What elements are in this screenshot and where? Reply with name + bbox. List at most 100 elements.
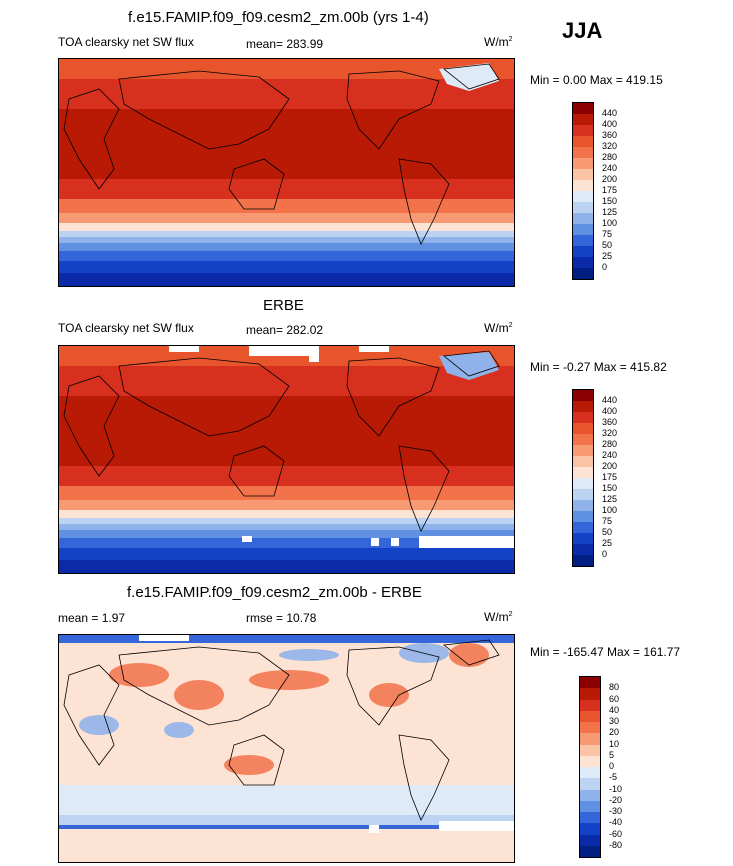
panel2-colorbar-tick-label: 320: [602, 428, 618, 438]
panel3-colorbar-swatch: [580, 778, 600, 790]
panel2-colorbar-swatch: [573, 511, 593, 522]
panel3-rmse: rmse = 10.78: [246, 611, 317, 625]
panel1-colorbar-tick-label: 75: [602, 229, 613, 239]
panel2-colorbar-tick-label: 50: [602, 527, 613, 537]
panel2-colorbar-tick-label: 280: [602, 439, 618, 449]
panel3-colorbar-swatch: [580, 812, 600, 824]
panel2-colorbar-swatch: [573, 522, 593, 533]
panel2-colorbar-tick-label: 175: [602, 472, 618, 482]
panel3-map: [58, 634, 515, 863]
panel3-units: W/m2: [484, 610, 513, 624]
panel3-colorbar-tick-label: -30: [609, 806, 623, 816]
panel1-colorbar-tick-label: 100: [602, 218, 618, 228]
panel1-colorbar-swatch: [573, 268, 593, 279]
panel1-colorbar-swatch: [573, 169, 593, 180]
panel3-colorbar-swatch: [580, 744, 600, 756]
panel3-colorbar-tick-label: 0: [609, 761, 615, 771]
panel3-colorbar-tick-label: 10: [609, 738, 620, 749]
panel3-colorbar-swatch: [580, 733, 600, 745]
panel1-variable-label: TOA clearsky net SW flux: [58, 35, 194, 49]
panel3-colorbar-tick-label: 80: [609, 682, 620, 693]
panel3-colorbar-swatch: [580, 710, 600, 722]
panel2-units: W/m2: [484, 321, 513, 335]
panel2-colorbar-swatch: [573, 412, 593, 423]
panel2-colorbar-swatch: [573, 423, 593, 434]
panel2-colorbar-labels: 440 400 360 320 280 240 200 175 150 125 100 75 50 25 0: [602, 389, 642, 565]
panel1-colorbar-tick-label: 240: [602, 163, 618, 173]
panel3-colorbar-swatch: [580, 677, 600, 689]
panel2-mean: mean= 282.02: [246, 323, 324, 337]
panel1-colorbar-swatch: [573, 103, 593, 114]
panel1-colorbar-swatch: [573, 235, 593, 246]
panel1-colorbar-swatch: [573, 224, 593, 235]
panel2-colorbar-swatch: [573, 467, 593, 478]
panel2-title: ERBE: [263, 297, 304, 314]
panel2-colorbar-swatch: [573, 489, 593, 500]
panel3-colorbar-tick-label: 20: [609, 727, 620, 738]
panel1-colorbar-tick-label: 0: [602, 262, 608, 272]
panel1-colorbar-tick-label: 320: [602, 141, 618, 151]
panel3-colorbar-tick-label: -5: [609, 772, 618, 783]
panel1-colorbar-tick-label: 400: [602, 119, 618, 129]
panel2-colorbar-tick-label: 125: [602, 494, 618, 504]
panel2-colorbar-swatch: [573, 445, 593, 456]
panel3-colorbar-swatch: [580, 767, 600, 779]
panel3-colorbar-tick-label: -20: [609, 794, 623, 805]
panel1-colorbar-swatch: [573, 180, 593, 191]
panel2-colorbar-tick-label: 150: [602, 483, 618, 493]
panel1-colorbar-swatch: [573, 147, 593, 158]
panel1-colorbar-tick-label: 25: [602, 251, 613, 261]
panel2-colorbar-swatch: [573, 456, 593, 467]
panel1-mean: mean= 283.99: [246, 37, 324, 51]
panel1-colorbar-swatch: [573, 246, 593, 257]
panel1-colorbar-tick-label: 150: [602, 196, 618, 206]
panel1-units: W/m2: [484, 35, 513, 49]
panel1-title: f.e15.FAMIP.f09_f09.cesm2_zm.00b (yrs 1-…: [128, 9, 429, 26]
panel1-colorbar-tick-label: 280: [602, 152, 618, 162]
panel3-title: f.e15.FAMIP.f09_f09.cesm2_zm.00b - ERBE: [127, 584, 422, 601]
panel2-minmax: Min = -0.27 Max = 415.82: [530, 360, 667, 374]
panel3-colorbar-swatch: [580, 688, 600, 700]
panel1-colorbar-swatch: [573, 158, 593, 169]
panel1-colorbar-tick-label: 50: [602, 240, 613, 250]
panel1-colorbar-tick-label: 440: [602, 108, 618, 118]
panel2-colorbar-tick-label: 100: [602, 505, 618, 515]
panel1-map: [58, 58, 515, 287]
panel2-map: [58, 345, 515, 574]
panel3-colorbar-tick-label: -80: [609, 839, 623, 850]
panel1-colorbar-swatch: [573, 257, 593, 268]
panel1-colorbar-labels: 440 400 360 320 280 240 200 175 150 125 100 75 50 25 0: [602, 102, 642, 278]
panel2-colorbar-tick-label: 240: [602, 450, 618, 460]
panel3-colorbar-swatch: [580, 845, 600, 857]
panel2-variable-label: TOA clearsky net SW flux: [58, 321, 194, 335]
panel3-colorbar-tick-label: -40: [609, 817, 623, 828]
panel3-minmax: Min = -165.47 Max = 161.77: [530, 645, 681, 659]
panel3-colorbar-swatch: [580, 699, 600, 711]
panel1-colorbar: [572, 102, 594, 280]
panel2-colorbar-tick-label: 360: [602, 417, 618, 427]
panel2-colorbar-tick-label: 25: [602, 538, 613, 548]
panel2-colorbar-swatch: [573, 478, 593, 489]
panel1-colorbar-swatch: [573, 202, 593, 213]
panel3-colorbar-swatch: [580, 722, 600, 734]
season-label: JJA: [562, 18, 603, 43]
panel2-colorbar-tick-label: 400: [602, 406, 618, 416]
panel1-minmax: Min = 0.00 Max = 419.15: [530, 73, 663, 87]
panel1-colorbar-tick-label: 125: [602, 207, 618, 217]
panel1-colorbar-swatch: [573, 125, 593, 136]
panel1-colorbar-swatch: [573, 136, 593, 147]
panel3-colorbar-swatch: [580, 755, 600, 767]
panel1-colorbar-tick-label: 200: [602, 174, 618, 184]
panel3-colorbar-swatch: [580, 834, 600, 846]
panel2-colorbar: [572, 389, 594, 567]
panel3-map-field: [59, 635, 514, 862]
panel3-colorbar-swatch: [580, 823, 600, 835]
panel3-mean: mean = 1.97: [58, 611, 126, 625]
panel2-colorbar-swatch: [573, 500, 593, 511]
panel3-colorbar-tick-label: 30: [609, 716, 620, 726]
panel3-colorbar-tick-label: 60: [609, 693, 620, 704]
panel1-colorbar-swatch: [573, 213, 593, 224]
panel3-colorbar-tick-label: 5: [609, 749, 615, 760]
panel2-colorbar-swatch: [573, 401, 593, 412]
panel2-colorbar-tick-label: 440: [602, 395, 618, 405]
